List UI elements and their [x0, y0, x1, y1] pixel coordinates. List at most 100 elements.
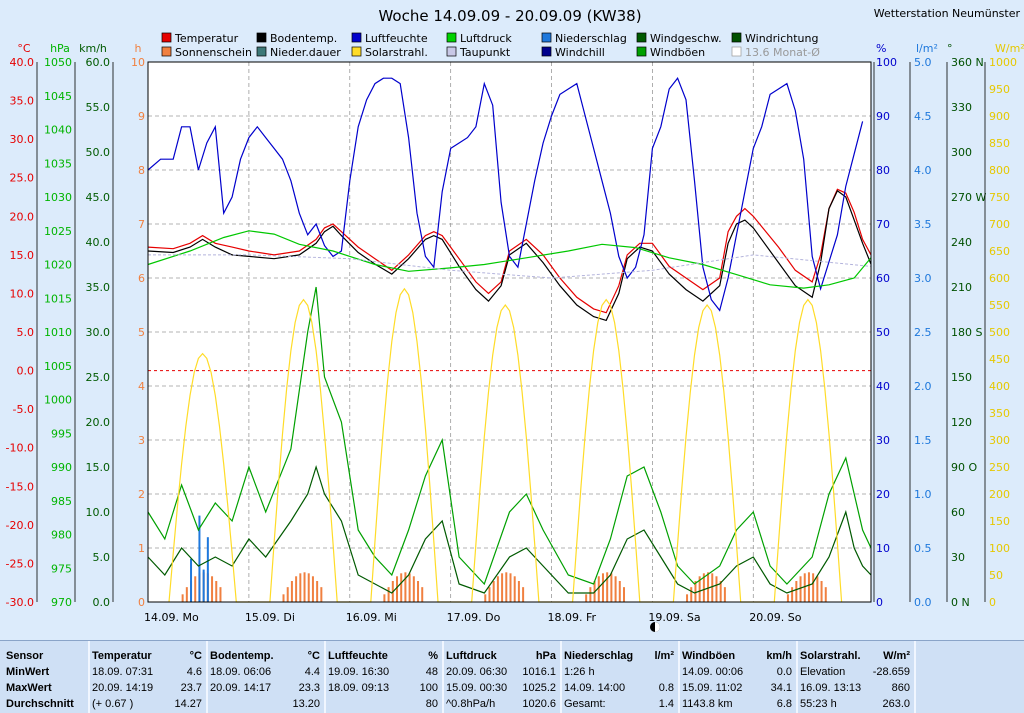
- legend-swatch: [731, 32, 742, 43]
- axis-tick-label: 35.0: [86, 281, 111, 294]
- axis-tick-label: 300: [951, 146, 972, 159]
- axis-tick-label: 70: [876, 218, 890, 231]
- stats-cell-value: 48: [425, 666, 438, 678]
- legend-label: Nieder.dauer: [270, 46, 341, 59]
- sunshine-bar: [286, 587, 289, 602]
- stats-column-title: Windböen: [682, 650, 736, 662]
- axis-tick-label: 2.5: [914, 326, 932, 339]
- legend-swatch: [351, 46, 362, 57]
- precip-bar: [198, 515, 201, 602]
- legend-swatch: [351, 32, 362, 43]
- sunshine-bar: [496, 576, 499, 602]
- x-tick-label: 18.09. Fr: [548, 611, 597, 624]
- legend-label: Niederschlag: [555, 32, 627, 45]
- axis-tick-label: 30: [951, 551, 965, 564]
- axis-tick-label: 990: [51, 461, 72, 474]
- axis-tick-label: 4.5: [914, 110, 932, 123]
- axis-tick-label: 180 S: [951, 326, 982, 339]
- sunshine-bar: [396, 576, 399, 602]
- sunshine-bar: [484, 594, 487, 602]
- stats-column-unit: %: [428, 650, 438, 662]
- sunshine-bar: [194, 576, 197, 602]
- legend-label: Windrichtung: [745, 32, 818, 45]
- axis-tick-label: 60: [951, 506, 965, 519]
- axis-tick-label: 55.0: [86, 101, 111, 114]
- axis-tick-label: 1010: [44, 326, 72, 339]
- sunshine-bar: [307, 573, 310, 602]
- legend-swatch: [541, 32, 552, 43]
- legend-swatch: [161, 32, 172, 43]
- stats-cell-time: Elevation: [800, 666, 846, 678]
- stats-cell-value: 0.8: [658, 682, 674, 694]
- x-axis: 14.09. Mo 15.09. Di 16.09. Mi 17.09. Do 18.0…: [144, 611, 802, 624]
- weather-chart: Woche 14.09.09 - 20.09.09 (KW38) Wetters…: [5, 7, 1024, 632]
- axis-unit: l/m²: [916, 42, 938, 55]
- stats-row-label: Durchschnitt: [6, 698, 74, 710]
- axis-tick-label: 10: [876, 542, 890, 555]
- sunshine-bar: [601, 573, 604, 602]
- stats-column-unit: km/h: [766, 650, 792, 662]
- legend: Temperatur Bodentemp. Luftfeuchte Luftdruck…: [161, 32, 820, 59]
- sunshine-bar: [505, 572, 508, 602]
- axis-tick-label: 3.5: [914, 218, 932, 231]
- axis-tick-label: 1030: [44, 191, 72, 204]
- stats-cell-value: 263.0: [882, 698, 910, 710]
- sunshine-bar: [690, 587, 693, 602]
- series-line: [147, 189, 872, 322]
- sunshine-bar: [215, 580, 218, 602]
- stats-column-unit: °C: [189, 650, 202, 662]
- stats-column-title: Temperatur: [92, 650, 152, 662]
- axis-tick-label: 650: [989, 245, 1010, 258]
- sunshine-bar: [694, 580, 697, 602]
- axis-tick-label: 985: [51, 495, 72, 508]
- axis-tick-label: 10: [131, 56, 145, 69]
- stats-cell-value: 1.4: [658, 698, 674, 710]
- sunshine-bar: [715, 576, 718, 602]
- sunshine-bar: [282, 594, 285, 602]
- axis-tick-label: 300: [989, 434, 1010, 447]
- axis-tick-label: 100: [989, 542, 1010, 555]
- sunshine-bar: [404, 572, 407, 602]
- stats-column-unit: °C: [307, 650, 320, 662]
- sunshine-bar: [622, 587, 625, 602]
- sunshine-bar: [303, 572, 306, 602]
- stats-row-label: MinWert: [6, 666, 50, 678]
- stats-cell-time: 14.09. 00:06: [682, 666, 744, 678]
- legend-label: Bodentemp.: [270, 32, 337, 45]
- legend-label: Windchill: [555, 46, 605, 59]
- axis-tick-label: 40.0: [10, 56, 35, 69]
- sunshine-bar: [400, 573, 403, 602]
- sunshine-bar: [711, 573, 714, 602]
- legend-swatch: [636, 46, 647, 57]
- stats-cell-time: 20.09. 14:17: [210, 682, 272, 694]
- legend-label: Sonnenschein: [175, 46, 252, 59]
- stats-cell-time: 15.09. 11:02: [682, 682, 743, 694]
- axis-tick-label: 5: [138, 326, 145, 339]
- axis-tick-label: 450: [989, 353, 1010, 366]
- legend-label: Windböen: [650, 46, 705, 59]
- legend-swatch: [256, 32, 267, 43]
- sunshine-bar: [290, 580, 293, 602]
- axis-unit: km/h: [79, 42, 107, 55]
- legend-label: Temperatur: [174, 32, 239, 45]
- axis-tick-label: 700: [989, 218, 1010, 231]
- stats-column-unit: hPa: [535, 650, 556, 662]
- legend-label: Solarstrahl.: [365, 46, 428, 59]
- axis-tick-label: 9: [138, 110, 145, 123]
- series-line: [147, 464, 872, 594]
- axis-tick-label: 30.0: [10, 133, 35, 146]
- legend-swatch: [256, 46, 267, 57]
- axis-tick-label: 5.0: [914, 56, 932, 69]
- sunshine-bar: [707, 572, 710, 602]
- axis-tick-label: 800: [989, 164, 1010, 177]
- sunshine-bar: [807, 572, 810, 602]
- axis-tick-label: 8: [138, 164, 145, 177]
- legend-swatch: [636, 32, 647, 43]
- sunshine-bar: [408, 573, 411, 602]
- x-tick-label: 15.09. Di: [245, 611, 295, 624]
- stats-cell-time: 18.09. 07:31: [92, 666, 154, 678]
- sunshine-bar: [719, 580, 722, 602]
- axis-tick-label: 30: [876, 434, 890, 447]
- stats-column: Windböen km/h 14.09. 00:06 0.0 15.09. 11:02 3…: [678, 641, 798, 713]
- axis-tick-label: 330: [951, 101, 972, 114]
